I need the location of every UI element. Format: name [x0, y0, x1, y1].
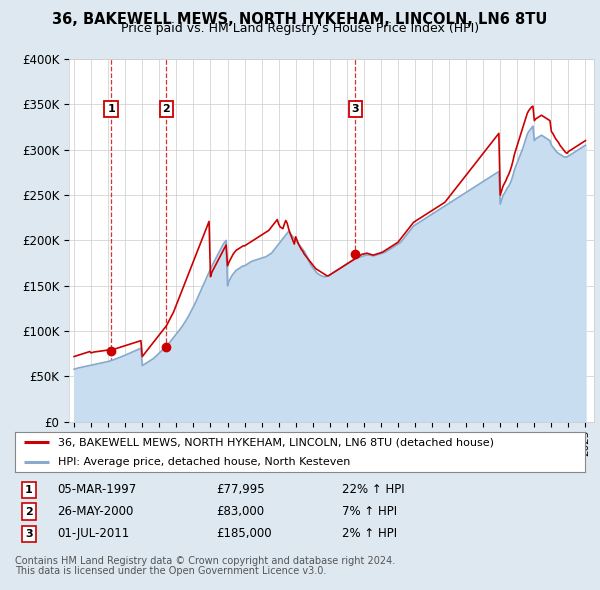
Text: 22% ↑ HPI: 22% ↑ HPI	[342, 483, 404, 496]
Text: 01-JUL-2011: 01-JUL-2011	[57, 527, 129, 540]
Text: £83,000: £83,000	[216, 505, 264, 518]
Text: 36, BAKEWELL MEWS, NORTH HYKEHAM, LINCOLN, LN6 8TU (detached house): 36, BAKEWELL MEWS, NORTH HYKEHAM, LINCOL…	[58, 437, 494, 447]
Text: 2% ↑ HPI: 2% ↑ HPI	[342, 527, 397, 540]
Text: £185,000: £185,000	[216, 527, 272, 540]
Text: This data is licensed under the Open Government Licence v3.0.: This data is licensed under the Open Gov…	[15, 566, 326, 576]
Text: Contains HM Land Registry data © Crown copyright and database right 2024.: Contains HM Land Registry data © Crown c…	[15, 556, 395, 566]
Text: 7% ↑ HPI: 7% ↑ HPI	[342, 505, 397, 518]
Text: 36, BAKEWELL MEWS, NORTH HYKEHAM, LINCOLN, LN6 8TU: 36, BAKEWELL MEWS, NORTH HYKEHAM, LINCOL…	[52, 12, 548, 27]
Text: 05-MAR-1997: 05-MAR-1997	[57, 483, 136, 496]
Text: 26-MAY-2000: 26-MAY-2000	[57, 505, 133, 518]
Text: Price paid vs. HM Land Registry's House Price Index (HPI): Price paid vs. HM Land Registry's House …	[121, 22, 479, 35]
Text: 3: 3	[352, 104, 359, 114]
Text: 1: 1	[107, 104, 115, 114]
Text: 1: 1	[25, 485, 32, 494]
Text: 2: 2	[162, 104, 170, 114]
Text: £77,995: £77,995	[216, 483, 265, 496]
Text: 2: 2	[25, 507, 32, 516]
Text: 3: 3	[25, 529, 32, 539]
Text: HPI: Average price, detached house, North Kesteven: HPI: Average price, detached house, Nort…	[58, 457, 350, 467]
